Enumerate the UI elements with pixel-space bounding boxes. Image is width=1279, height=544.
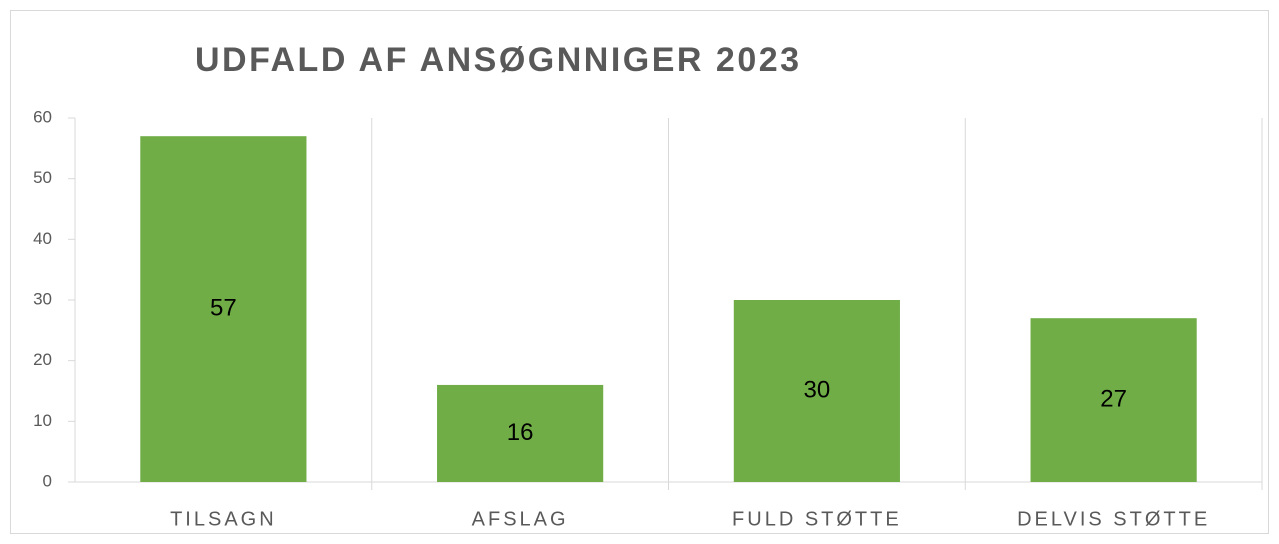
bar — [1030, 318, 1197, 482]
x-tick-label: FULD STØTTE — [732, 508, 902, 530]
x-tick-label: DELVIS STØTTE — [1017, 508, 1210, 530]
y-tick-label: 40 — [33, 229, 52, 248]
y-tick-label: 20 — [33, 350, 52, 369]
chart-title: UDFALD AF ANSØGNNIGER 2023 — [195, 41, 802, 79]
bar — [140, 136, 307, 482]
x-tick-label: TILSAGN — [170, 508, 277, 530]
bar — [733, 300, 900, 482]
data-label: 16 — [507, 419, 534, 446]
y-tick-label: 10 — [33, 411, 52, 430]
y-tick-label: 50 — [33, 168, 52, 187]
y-tick-label: 60 — [33, 107, 52, 126]
y-tick-label: 30 — [33, 289, 52, 308]
data-label: 27 — [1100, 385, 1127, 412]
y-tick-label: 0 — [43, 471, 52, 490]
bar — [437, 384, 604, 482]
data-label: 30 — [804, 376, 831, 403]
x-tick-label: AFSLAG — [472, 508, 569, 530]
data-label: 57 — [210, 294, 237, 321]
